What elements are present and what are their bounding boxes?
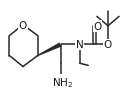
Polygon shape	[37, 43, 62, 57]
Text: N: N	[76, 40, 84, 50]
Text: O: O	[19, 20, 27, 30]
Text: O: O	[104, 40, 112, 50]
Text: NH$_2$: NH$_2$	[52, 75, 74, 89]
Text: O: O	[93, 22, 102, 31]
